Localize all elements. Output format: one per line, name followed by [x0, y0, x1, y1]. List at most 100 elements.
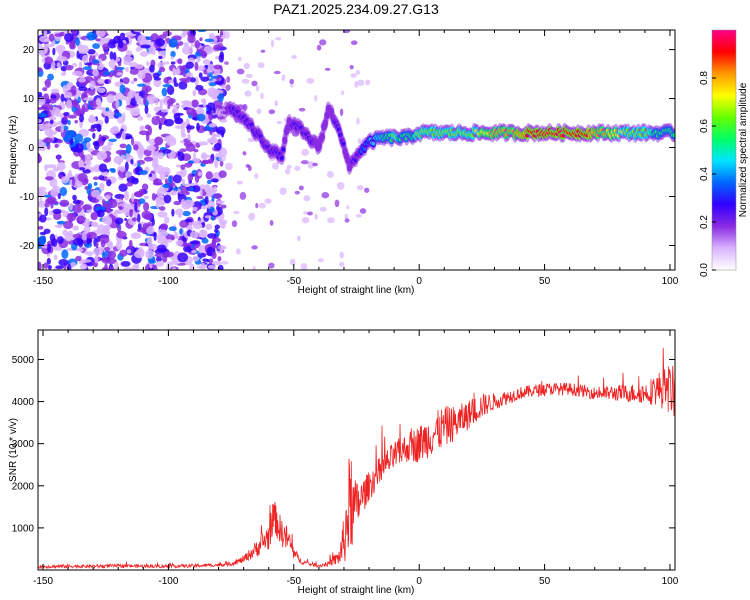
heatmap-cell [82, 54, 89, 64]
heatmap-cell [84, 250, 89, 255]
heatmap-cell [270, 39, 275, 48]
heatmap-cell [170, 50, 176, 58]
heatmap-cell [80, 259, 92, 263]
heatmap-cell [39, 231, 47, 236]
heatmap-cell [87, 183, 93, 190]
heatmap-cell [185, 143, 196, 152]
heatmap-cell [218, 155, 227, 162]
heatmap-cell [97, 156, 103, 160]
heatmap-cell [100, 171, 109, 177]
heatmap-cell [158, 170, 164, 176]
heatmap-cell [198, 245, 203, 254]
heatmap-cell [200, 50, 207, 59]
heatmap-cell [156, 244, 167, 253]
heatmap-cell [103, 70, 110, 76]
heatmap-cell [68, 202, 74, 211]
heatmap-cell [301, 148, 310, 156]
heatmap-cell [162, 83, 172, 88]
heatmap-cell [142, 223, 149, 229]
heatmap-cell [98, 106, 106, 111]
snr-xtick-label: 100 [662, 576, 679, 587]
heatmap-cell [106, 179, 112, 187]
heatmap-cell [120, 154, 126, 160]
heatmap-cell [146, 61, 150, 67]
heatmap-cell [78, 159, 84, 167]
heatmap-cell [320, 134, 325, 139]
heatmap-cell [100, 240, 106, 248]
heatmap-cell [38, 261, 42, 270]
heatmap-cell [130, 232, 141, 240]
heatmap-cell [146, 236, 153, 246]
heatmap-cell [119, 143, 127, 149]
heatmap-cell [241, 78, 250, 84]
heatmap-cell [95, 30, 106, 38]
heatmap-cell [151, 149, 159, 156]
heatmap-cell [168, 38, 178, 48]
heatmap-cell [64, 64, 74, 71]
heatmap-cell [59, 31, 65, 37]
heatmap-cell [72, 204, 83, 213]
heatmap-cell [146, 113, 152, 118]
heatmap-cell [354, 80, 359, 88]
heatmap-cell [86, 141, 91, 149]
heatmap-cell [223, 31, 231, 40]
heatmap-cell [211, 260, 222, 266]
snr-xtick-label: -50 [287, 576, 302, 587]
heatmap-xtick-label: 100 [662, 276, 679, 287]
heatmap-cell [125, 171, 132, 177]
heatmap-cell [86, 231, 98, 240]
heatmap-ytick-label: -10 [20, 192, 35, 203]
heatmap-cell [189, 186, 194, 192]
heatmap-cell [197, 252, 207, 258]
heatmap-cell [104, 246, 111, 252]
heatmap-cell [163, 194, 172, 204]
heatmap-cell [198, 141, 209, 146]
heatmap-cell [158, 66, 166, 73]
heatmap-cell [38, 67, 43, 72]
heatmap-cell [190, 43, 195, 48]
heatmap-cell [158, 122, 162, 130]
snr-series-line [38, 347, 675, 570]
heatmap-cell [157, 211, 168, 218]
heatmap-cell [47, 73, 55, 81]
heatmap-cell [176, 66, 180, 76]
heatmap-cell [215, 200, 225, 205]
heatmap-cell [191, 99, 199, 108]
heatmap-ytick-label: -20 [20, 241, 35, 252]
heatmap-cell [100, 38, 110, 44]
heatmap-cell [157, 152, 164, 160]
heatmap-cell [133, 144, 139, 151]
heatmap-cell [289, 258, 296, 266]
heatmap-cell [122, 77, 130, 85]
heatmap-cell [342, 30, 351, 34]
heatmap-cell [182, 45, 193, 55]
heatmap-cell [180, 164, 186, 170]
heatmap-cell [204, 196, 209, 205]
heatmap-cell [61, 249, 69, 260]
heatmap-cell [200, 98, 206, 104]
heatmap-cell [340, 90, 345, 96]
heatmap-cell [180, 132, 187, 138]
heatmap-cell [216, 76, 221, 82]
heatmap-cell [279, 187, 287, 195]
heatmap-cell [285, 167, 291, 175]
heatmap-cell [196, 122, 200, 131]
snr-ytick-label: 2000 [12, 481, 35, 492]
heatmap-cell [56, 154, 61, 162]
heatmap-cell [242, 103, 248, 112]
heatmap-cell [114, 112, 123, 118]
heatmap-cell [356, 185, 364, 191]
heatmap-cell [134, 63, 144, 69]
heatmap-cell [217, 245, 226, 251]
heatmap-cell [174, 117, 184, 125]
heatmap-cell [45, 164, 57, 169]
heatmap-cell [300, 160, 309, 165]
heatmap-cell [145, 213, 152, 220]
heatmap-cell [73, 98, 79, 108]
heatmap-cell [119, 249, 128, 257]
heatmap-cell [92, 123, 100, 129]
heatmap-cell [158, 55, 163, 60]
heatmap-cell [138, 188, 145, 196]
heatmap-cell [56, 161, 66, 171]
